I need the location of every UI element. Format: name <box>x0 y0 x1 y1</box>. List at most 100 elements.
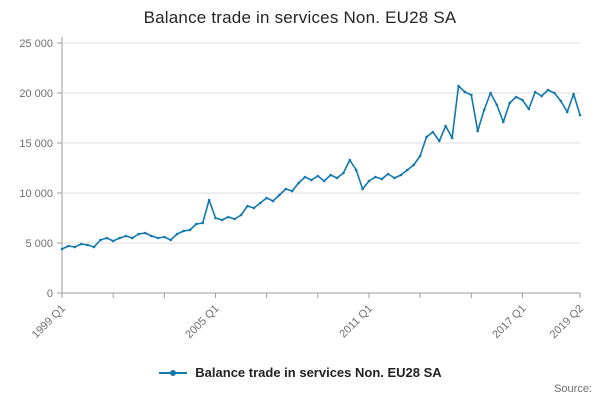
x-axis-tick-label: 1999 Q1 <box>30 303 68 341</box>
data-point-marker <box>73 245 77 249</box>
data-point-marker <box>297 181 300 185</box>
data-point-marker <box>380 177 384 181</box>
data-point-marker <box>354 168 358 172</box>
data-point-marker <box>124 234 128 238</box>
data-point-marker <box>489 91 492 95</box>
data-point-marker <box>182 229 185 233</box>
data-point-marker <box>150 234 153 238</box>
data-point-marker <box>303 175 307 179</box>
data-point-marker <box>163 235 166 239</box>
data-point-marker <box>201 221 204 225</box>
data-point-marker <box>502 120 505 124</box>
data-point-marker <box>239 213 243 217</box>
data-point-marker <box>322 179 326 183</box>
data-point-marker <box>143 231 147 235</box>
data-point-marker <box>227 215 230 219</box>
x-axis-tick-label: 2017 Q1 <box>490 303 528 341</box>
data-point-marker <box>137 232 140 236</box>
data-point-marker <box>457 84 460 88</box>
data-point-marker <box>450 136 454 140</box>
data-point-marker <box>521 98 524 102</box>
data-point-marker <box>67 244 70 248</box>
data-point-marker <box>290 189 294 193</box>
y-axis-tick-label: 20 000 <box>19 88 53 100</box>
data-point-marker <box>316 174 320 178</box>
data-point-marker <box>367 179 371 183</box>
source-label: Source: <box>554 383 592 395</box>
data-point-marker <box>470 93 473 97</box>
data-point-marker <box>207 198 211 202</box>
data-point-marker <box>514 95 518 99</box>
chart-line <box>61 85 581 250</box>
data-point-marker <box>335 176 339 180</box>
data-point-marker <box>374 175 377 179</box>
data-point-marker <box>92 245 96 249</box>
data-point-marker <box>495 103 499 107</box>
data-point-marker <box>444 124 448 128</box>
data-point-marker <box>86 243 89 247</box>
data-point-marker <box>425 135 428 139</box>
data-point-marker <box>348 158 352 162</box>
data-point-marker <box>175 232 179 236</box>
data-point-marker <box>508 101 512 105</box>
data-point-marker <box>431 130 435 134</box>
data-point-marker <box>393 176 396 180</box>
data-point-marker <box>252 206 256 210</box>
data-point-marker <box>195 222 198 226</box>
data-point-marker <box>79 242 83 246</box>
data-point-marker <box>131 236 134 240</box>
y-axis-tick-label: 5 000 <box>25 238 53 250</box>
data-point-marker <box>342 171 345 175</box>
data-point-marker <box>476 129 480 133</box>
data-point-marker <box>156 236 160 240</box>
y-axis-tick-label: 15 000 <box>19 138 53 150</box>
data-point-marker <box>214 216 217 220</box>
data-point-marker <box>418 154 422 158</box>
data-point-marker <box>406 168 409 172</box>
data-point-marker <box>188 228 192 232</box>
data-point-marker <box>438 139 441 143</box>
data-point-marker <box>361 187 364 191</box>
data-point-marker <box>572 92 575 96</box>
data-point-marker <box>329 173 332 177</box>
y-axis-tick-label: 25 000 <box>19 38 53 50</box>
data-point-marker <box>578 113 582 117</box>
data-point-marker <box>565 110 569 114</box>
data-point-marker <box>310 178 313 182</box>
data-point-marker <box>553 91 556 95</box>
x-axis-tick-label: 2011 Q1 <box>337 303 375 341</box>
data-point-marker <box>559 99 563 103</box>
legend-label: Balance trade in services Non. EU28 SA <box>195 365 442 380</box>
x-axis-tick-label: 2019 Q2 <box>548 303 586 341</box>
data-point-marker <box>399 173 403 177</box>
data-point-marker <box>258 201 262 205</box>
x-axis-tick-label: 2005 Q1 <box>183 303 221 341</box>
data-point-marker <box>540 94 543 98</box>
data-point-marker <box>169 238 172 242</box>
data-point-marker <box>271 199 275 203</box>
data-point-marker <box>412 163 416 167</box>
y-axis-tick-label: 10 000 <box>19 188 53 200</box>
data-point-marker <box>386 172 390 176</box>
data-point-marker <box>482 108 486 112</box>
data-point-marker <box>99 238 102 242</box>
chart-svg: 0 5 000 10 000 15 000 20 000 25 000 1999 Q1 200… <box>19 37 586 341</box>
y-axis-tick-label: 0 <box>47 288 53 300</box>
chart-title: Balance trade in services Non. EU28 SA <box>143 8 457 27</box>
data-point-marker <box>246 204 249 208</box>
data-point-marker <box>105 236 109 240</box>
data-point-marker <box>463 90 467 94</box>
data-point-marker <box>278 193 281 197</box>
legend-line-icon <box>159 369 188 376</box>
data-point-marker <box>111 239 115 243</box>
data-point-marker <box>265 196 268 200</box>
data-point-marker <box>527 107 531 111</box>
data-point-marker <box>220 218 224 222</box>
data-point-marker <box>118 236 121 240</box>
data-point-marker <box>60 247 64 251</box>
legend-item[interactable]: Balance trade in services Non. EU28 SA <box>0 365 600 380</box>
data-point-marker <box>233 217 236 221</box>
data-point-marker <box>284 187 288 191</box>
data-point-marker <box>533 90 537 94</box>
